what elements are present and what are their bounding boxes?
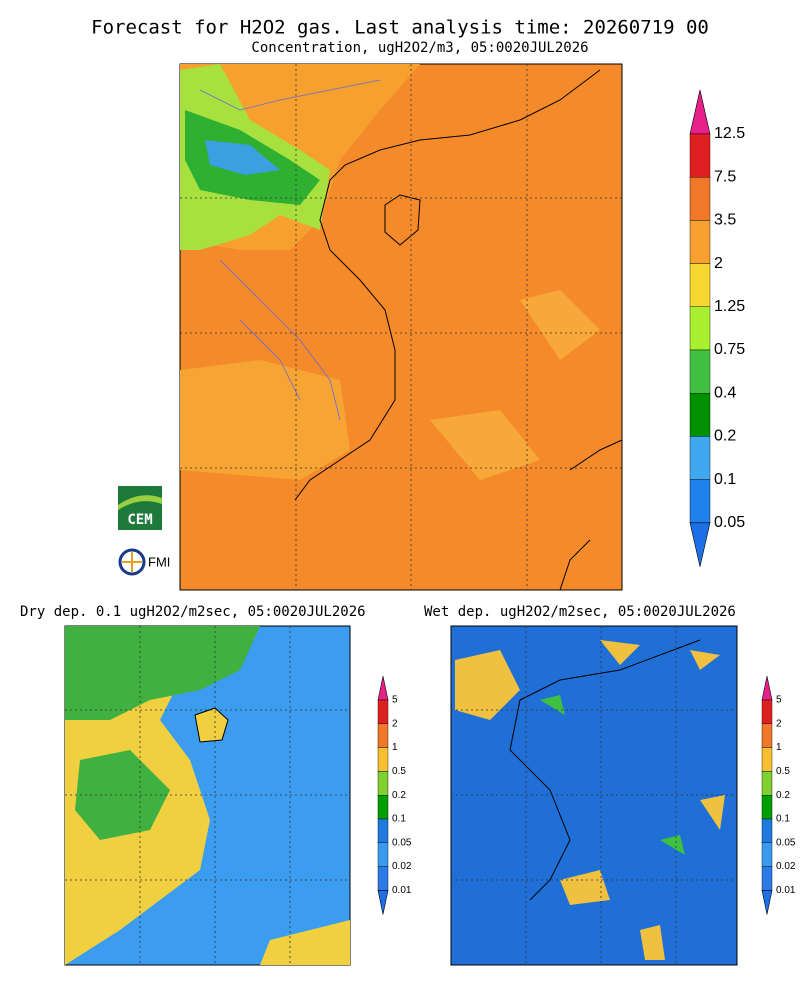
colorbar-step — [377, 699, 389, 724]
colorbar-label: 5 — [776, 695, 782, 706]
colorbar: 12.5 7.5 3.5 2 1.25 0.75 0.4 0.2 0.1 0.05 — [689, 89, 745, 567]
colorbar-step — [761, 842, 773, 867]
colorbar-top — [761, 675, 773, 701]
colorbar: 5 2 1 0.5 0.2 0.1 0.05 0.02 0.01 — [377, 675, 412, 915]
island — [194, 707, 229, 743]
colorbar-label: 0.05 — [776, 837, 796, 848]
colorbar-step — [377, 818, 389, 843]
colorbar-step — [689, 479, 711, 524]
colorbar-label: 0.5 — [776, 766, 790, 777]
colorbar-bottom — [761, 890, 773, 915]
logo-swoosh — [118, 495, 162, 510]
logo-cross — [122, 552, 142, 572]
colorbar-top — [377, 675, 389, 701]
colorbar-step — [761, 795, 773, 820]
colorbar-label: 0.1 — [392, 814, 406, 825]
colorbar-label: 3.5 — [714, 212, 736, 229]
colorbar-label: 0.1 — [714, 471, 736, 488]
colorbar-label: 0.05 — [392, 837, 412, 848]
colorbar-step — [761, 723, 773, 748]
colorbar-step — [689, 220, 711, 264]
colorbar-step — [689, 133, 711, 178]
subtitle: Concentration, ugH2O2/m3, 05:0020JUL2026 — [251, 40, 588, 56]
colorbar-step — [689, 393, 711, 437]
patch — [455, 650, 520, 720]
colorbar-top — [689, 89, 711, 135]
colorbar-step — [761, 699, 773, 724]
patch — [540, 695, 685, 855]
title: Forecast for H2O2 gas. Last analysis tim… — [91, 17, 709, 39]
colorbar-label: 2 — [776, 718, 782, 729]
colorbar-step — [377, 723, 389, 748]
land-zone — [260, 920, 350, 965]
lowest-zone — [205, 140, 280, 175]
colorbar-label: 1 — [776, 742, 782, 753]
colorbar-step — [377, 866, 389, 891]
colorbar-label: 0.01 — [392, 885, 412, 896]
colorbar-label: 12.5 — [714, 125, 745, 142]
green-zone — [75, 750, 170, 840]
colorbar-label: 2 — [714, 255, 723, 272]
cem-logo: CEM — [118, 486, 162, 530]
colorbar-label: 5 — [392, 695, 398, 706]
colorbar-label: 1.25 — [714, 298, 745, 315]
logo-text: CEM — [127, 512, 152, 528]
colorbar-step — [689, 176, 711, 221]
colorbar-label: 1 — [392, 742, 398, 753]
colorbar-label: 0.2 — [392, 790, 406, 801]
colorbar-step — [761, 747, 773, 772]
colorbar-bottom — [689, 522, 711, 567]
colorbar-label: 0.2 — [714, 428, 736, 445]
colorbar-step — [377, 842, 389, 867]
coastline — [559, 439, 623, 591]
colorbar-label: 2 — [392, 718, 398, 729]
river — [199, 79, 381, 421]
colorbar-bottom — [377, 890, 389, 915]
main-map — [179, 63, 623, 591]
coastline — [294, 69, 601, 501]
panel-title: Wet dep. ugH2O2/m2sec, 05:0020JUL2026 — [424, 604, 736, 620]
colorbar-step — [377, 747, 389, 772]
colorbar-step — [689, 349, 711, 394]
colorbar-label: 0.5 — [392, 766, 406, 777]
colorbar-label: 0.02 — [776, 861, 796, 872]
colorbar-step — [761, 818, 773, 843]
colorbar-label: 7.5 — [714, 168, 736, 185]
patch — [430, 290, 600, 480]
wet-map — [450, 625, 738, 966]
fmi-logo: FMI — [118, 548, 170, 576]
colorbar-step — [377, 795, 389, 820]
colorbar-label: 0.4 — [714, 384, 736, 401]
colorbar-step — [689, 436, 711, 480]
grid-line — [180, 64, 622, 590]
colorbar-step — [761, 771, 773, 796]
colorbar-step — [377, 771, 389, 796]
dry-map — [64, 625, 351, 966]
colorbar-label: 0.01 — [776, 885, 796, 896]
colorbar-label: 0.05 — [714, 514, 745, 531]
colorbar-label: 0.1 — [776, 814, 790, 825]
panel-title: Dry dep. 0.1 ugH2O2/m2sec, 05:0020JUL202… — [20, 604, 366, 620]
colorbar-label: 0.75 — [714, 341, 745, 358]
colorbar-step — [689, 306, 711, 351]
colorbar-step — [689, 263, 711, 308]
logo-box — [118, 486, 162, 530]
colorbar-label: 0.02 — [392, 861, 412, 872]
green-zone — [65, 626, 260, 720]
coastline — [509, 639, 701, 901]
colorbar-label: 0.2 — [776, 790, 790, 801]
land-zone — [180, 360, 350, 480]
colorbar-step — [761, 866, 773, 891]
logo-text: FMI — [148, 554, 170, 569]
island — [384, 194, 421, 246]
colorbar: 5 2 1 0.5 0.2 0.1 0.05 0.02 0.01 — [761, 675, 796, 915]
